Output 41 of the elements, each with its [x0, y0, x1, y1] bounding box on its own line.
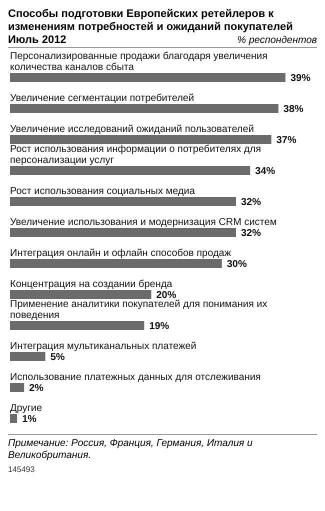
bar	[10, 414, 18, 423]
data-label: 19%	[149, 321, 170, 332]
bar	[10, 166, 250, 175]
data-label: 2%	[29, 383, 44, 394]
bar	[10, 290, 152, 299]
y-tick-label: Другие	[10, 403, 42, 414]
data-label: 32%	[241, 197, 262, 208]
data-label: 1%	[22, 414, 37, 426]
bar	[10, 383, 24, 392]
y-tick-label: Рост использования информации о потребителях для персонализации услуг	[10, 144, 262, 166]
y-tick-label: Концентрация на создании бренда	[10, 279, 173, 290]
data-label: 39%	[290, 73, 311, 84]
bar	[10, 352, 46, 361]
data-label: 5%	[50, 352, 65, 364]
text: Примечание: Россия, Франция, Германия, Италия и Великобритания.	[8, 434, 317, 462]
data-label: 20%	[156, 290, 176, 302]
text: % респондентов	[237, 35, 317, 46]
y-tick-label: Увеличение использования и модернизация CRM систем	[10, 217, 277, 228]
data-label: 37%	[276, 135, 296, 146]
y-tick-label: Увеличение сегментации потребителей	[10, 93, 194, 104]
data-label: 32%	[241, 228, 262, 240]
chart-title: Способы подготовки Европейских ретейлеров к изменениям потребностей и ожиданий покупателей	[8, 8, 294, 34]
chart-subtitle: Июль 2012	[8, 34, 66, 46]
bar	[10, 197, 236, 206]
y-tick-label: Рост использования социальных медиа	[10, 186, 196, 197]
y-tick-label: Интеграция онлайн и офлайн способов продаж	[10, 248, 232, 259]
bar	[10, 135, 272, 144]
bar	[10, 321, 144, 330]
y-tick-label: Использование платежных данных для отслеживания	[10, 372, 261, 383]
bar	[10, 228, 236, 237]
text: 145493	[8, 465, 36, 474]
bar	[10, 104, 278, 113]
bar	[10, 73, 286, 82]
y-tick-label: Интеграция мультиканальных платежей	[10, 341, 196, 352]
data-label: 30%	[226, 259, 248, 270]
data-label: 34%	[255, 166, 276, 178]
data-label: 38%	[283, 104, 304, 116]
y-tick-label: Персонализированные продажи благодаря увеличения количества каналов сбыта	[10, 51, 268, 73]
y-tick-label: Увеличение исследований ожиданий пользователей	[10, 124, 254, 135]
y-tick-label: Применение аналитики покупателей для понимания их поведения	[10, 299, 268, 321]
bar	[10, 259, 222, 268]
